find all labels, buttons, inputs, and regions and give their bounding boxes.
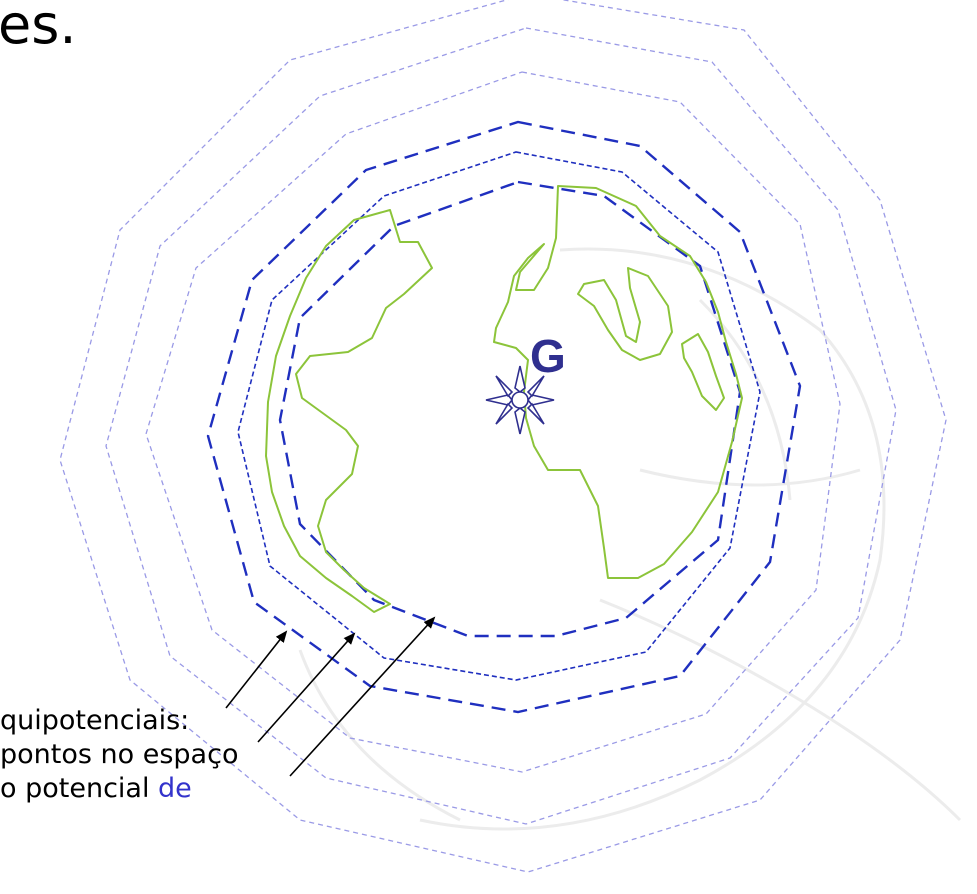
equipotential-ring-6 [278,180,742,638]
center-of-mass-label: G [530,330,566,382]
continents-outline [265,185,743,613]
equipotential-ring-5 [237,151,761,681]
outer-equipotential-rings [59,0,947,873]
pointer-arrows [225,616,436,777]
caption-line-2: pontos no espaço [0,739,239,770]
equipotential-ring-outer-3 [145,71,841,773]
americas-outline [265,209,433,613]
equipotential-ring-outer-1 [59,0,947,873]
equipotential-ring-4 [206,120,802,714]
europe-africa-outline [493,185,743,579]
caption-text: quipotenciais: pontos no espaço o potenc… [0,704,238,806]
arabia-outline [681,333,725,411]
compass-star-icon [485,365,555,435]
arrow-to-ring-5 [257,632,356,743]
caption-line-3: o potencial de [0,772,238,806]
caption-highlight-word: de [158,773,192,804]
caption-line-1: quipotenciais: [0,705,190,736]
inner-equipotential-rings [206,120,802,714]
equipotential-ring-outer-2 [105,27,897,825]
slide-title-fragment: es. [0,0,77,56]
arrow-to-ring-6 [289,616,436,777]
caption-line-3-text: o potencial [0,773,159,804]
background-globe-sketch [298,247,962,831]
iberia-italy-outline [577,267,673,361]
arrow-to-ring-4 [225,630,288,709]
